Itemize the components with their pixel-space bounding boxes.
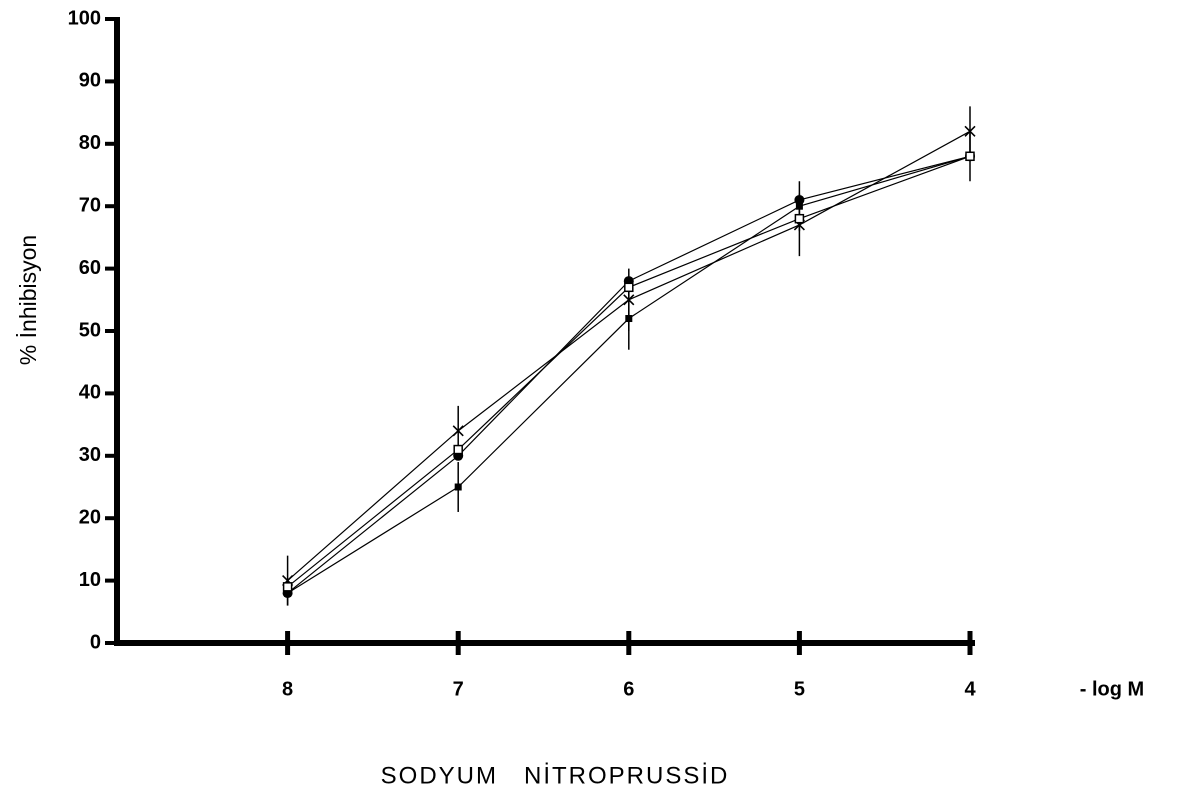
series-line xyxy=(287,155,971,594)
series-line xyxy=(287,130,971,582)
y-tick-label: 50 xyxy=(79,319,101,341)
y-tick-label: 10 xyxy=(79,569,101,591)
x-tick-label: 4 xyxy=(964,678,976,700)
x-tick-label: 5 xyxy=(794,678,805,700)
series-line xyxy=(287,155,971,588)
x-tick-label: 8 xyxy=(282,678,293,700)
y-tick-label: 80 xyxy=(79,132,101,154)
point xyxy=(453,444,463,455)
y-tick-label: 70 xyxy=(79,194,101,216)
y-tick-label: 40 xyxy=(79,382,101,404)
point xyxy=(454,483,462,491)
y-tick-label: 60 xyxy=(79,257,101,279)
y-tick-label: 20 xyxy=(79,506,101,528)
y-tick-label: 30 xyxy=(79,444,101,466)
y-tick-label: 0 xyxy=(90,631,101,653)
point xyxy=(795,202,803,210)
point xyxy=(624,282,634,293)
x-tick-label: 6 xyxy=(623,678,634,700)
x-unit-label: - log M xyxy=(1080,678,1144,700)
point xyxy=(794,213,805,224)
point xyxy=(965,151,975,162)
y-tick-label: 100 xyxy=(68,7,101,29)
point xyxy=(284,589,292,597)
x-tick-label: 7 xyxy=(453,678,464,700)
series-line xyxy=(287,155,971,594)
x-axis-label: SODYUM NİTROPRUSSİD xyxy=(381,762,730,789)
point xyxy=(625,315,633,323)
y-axis-label: % İnhibisyon xyxy=(15,235,41,365)
point xyxy=(282,582,293,592)
point xyxy=(452,425,464,437)
y-tick-label: 90 xyxy=(79,70,101,92)
